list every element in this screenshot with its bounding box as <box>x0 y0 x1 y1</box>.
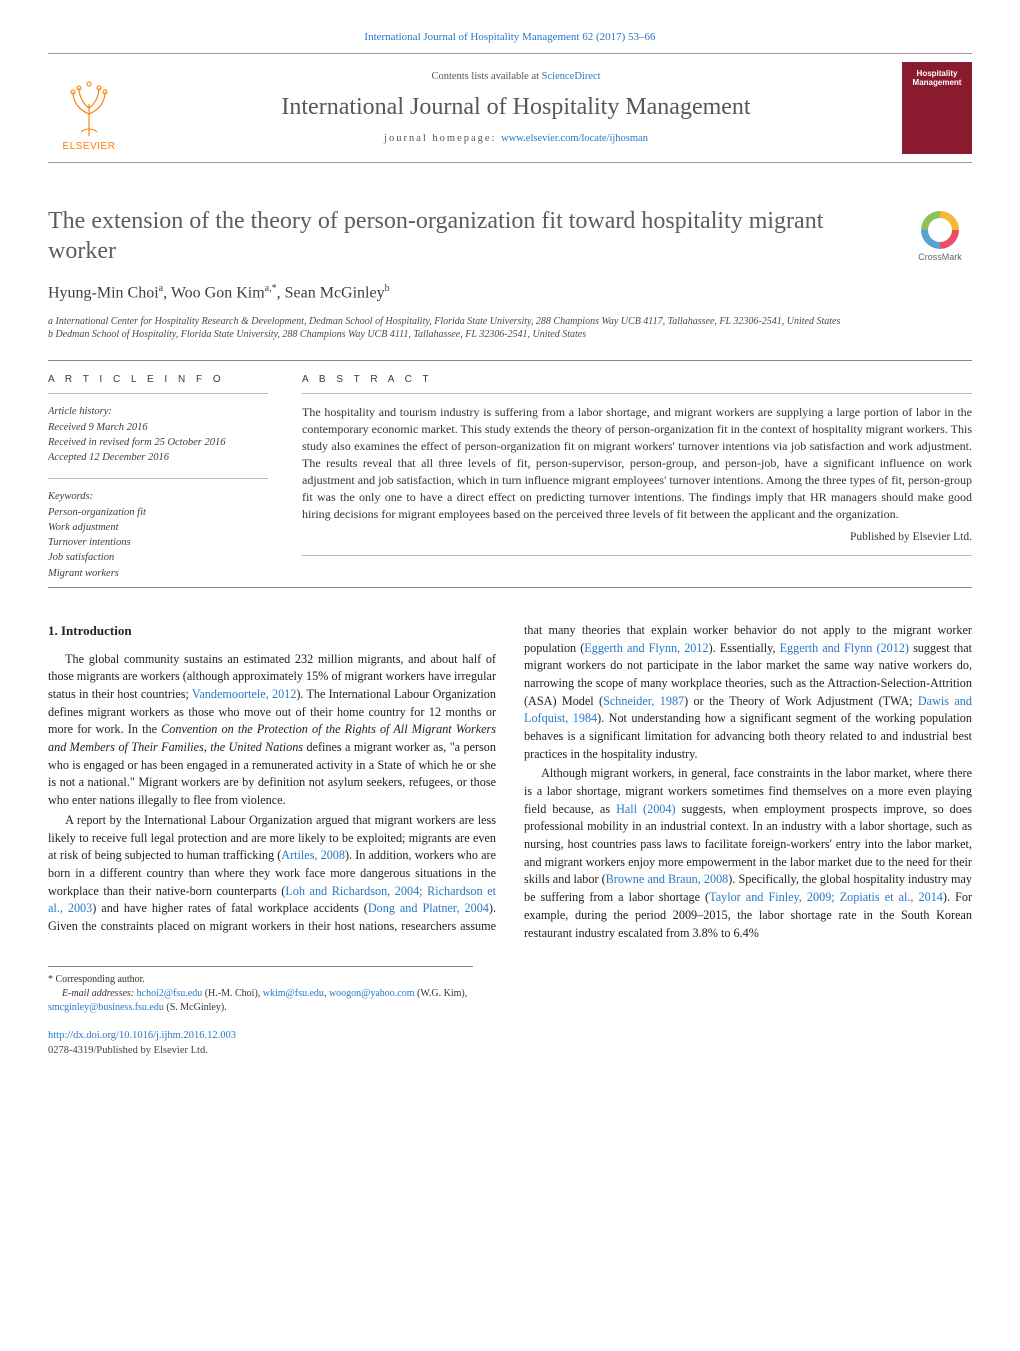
affiliations: a International Center for Hospitality R… <box>48 315 972 342</box>
article-info-heading: A R T I C L E I N F O <box>48 373 268 387</box>
journal-name: International Journal of Hospitality Man… <box>144 91 888 125</box>
sciencedirect-link[interactable]: ScienceDirect <box>542 71 601 82</box>
author-email[interactable]: hchoi2@fsu.edu <box>137 988 203 999</box>
author-email[interactable]: smcginley@business.fsu.edu <box>48 1002 164 1013</box>
issn-line: 0278-4319/Published by Elsevier Ltd. <box>48 1045 208 1056</box>
elsevier-wordmark: ELSEVIER <box>63 140 116 154</box>
elsevier-tree-icon <box>61 74 117 138</box>
crossmark-badge[interactable]: CrossMark <box>908 211 972 264</box>
keyword: Job satisfaction <box>48 550 268 565</box>
author-1: Hyung-Min Choi <box>48 284 159 301</box>
doi-block: http://dx.doi.org/10.1016/j.ijhm.2016.12… <box>48 1029 972 1058</box>
keyword: Turnover intentions <box>48 535 268 550</box>
history-accepted: Accepted 12 December 2016 <box>48 450 268 465</box>
body-paragraph: The global community sustains an estimat… <box>48 651 496 810</box>
history-head: Article history: <box>48 404 268 419</box>
divider <box>48 587 972 588</box>
contents-prefix: Contents lists available at <box>431 71 541 82</box>
author-email[interactable]: woogon@yahoo.com <box>329 988 415 999</box>
abstract-heading: A B S T R A C T <box>302 373 972 387</box>
divider <box>48 360 972 361</box>
publisher-line: Published by Elsevier Ltd. <box>302 529 972 545</box>
doi-link[interactable]: http://dx.doi.org/10.1016/j.ijhm.2016.12… <box>48 1030 236 1041</box>
author-3: Sean McGinley <box>285 284 385 301</box>
keyword: Migrant workers <box>48 566 268 581</box>
thin-divider <box>302 555 972 556</box>
affiliation-a: a International Center for Hospitality R… <box>48 315 972 329</box>
email-who: (W.G. Kim), <box>417 988 467 999</box>
journal-cover-title: HospitalityManagement <box>913 66 962 87</box>
masthead-center: Contents lists available at ScienceDirec… <box>144 70 888 147</box>
contents-line: Contents lists available at ScienceDirec… <box>144 70 888 85</box>
footnotes: * Corresponding author. E-mail addresses… <box>48 966 473 1015</box>
keywords-head: Keywords: <box>48 489 268 504</box>
email-who: (H.-M. Choi), <box>205 988 263 999</box>
article-title: The extension of the theory of person-or… <box>48 207 892 266</box>
keyword: Work adjustment <box>48 520 268 535</box>
homepage-label: journal homepage: <box>384 133 501 144</box>
crossmark-icon <box>921 211 959 249</box>
authors-line: Hyung-Min Choia, Woo Gon Kima,*, Sean Mc… <box>48 282 972 305</box>
journal-cover-thumb: HospitalityManagement <box>902 62 972 154</box>
history-revised: Received in revised form 25 October 2016 <box>48 435 268 450</box>
affiliation-b: b Dedman School of Hospitality, Florida … <box>48 328 972 342</box>
emails-label: E-mail addresses: <box>62 988 137 999</box>
thin-divider <box>48 478 268 479</box>
corresponding-note: * Corresponding author. <box>48 973 473 987</box>
email-who: (S. McGinley). <box>166 1002 226 1013</box>
keyword: Person-organization fit <box>48 505 268 520</box>
crossmark-label: CrossMark <box>918 251 962 264</box>
article-history: Article history: Received 9 March 2016 R… <box>48 404 268 581</box>
abstract-text: The hospitality and tourism industry is … <box>302 404 972 523</box>
homepage-link[interactable]: www.elsevier.com/locate/ijhosman <box>501 133 648 144</box>
masthead: ELSEVIER Contents lists available at Sci… <box>48 53 972 163</box>
author-email[interactable]: wkim@fsu.edu <box>263 988 324 999</box>
author-2: Woo Gon Kim <box>171 284 265 301</box>
body-paragraph: Although migrant workers, in general, fa… <box>524 765 972 942</box>
history-received: Received 9 March 2016 <box>48 420 268 435</box>
homepage-line: journal homepage: www.elsevier.com/locat… <box>144 132 888 147</box>
thin-divider <box>302 393 972 394</box>
top-citation-link[interactable]: International Journal of Hospitality Man… <box>364 31 655 43</box>
body-columns: 1. Introduction The global community sus… <box>48 622 972 942</box>
section-heading-intro: 1. Introduction <box>48 622 496 641</box>
elsevier-logo: ELSEVIER <box>48 62 130 154</box>
thin-divider <box>48 393 268 394</box>
top-citation: International Journal of Hospitality Man… <box>48 30 972 45</box>
